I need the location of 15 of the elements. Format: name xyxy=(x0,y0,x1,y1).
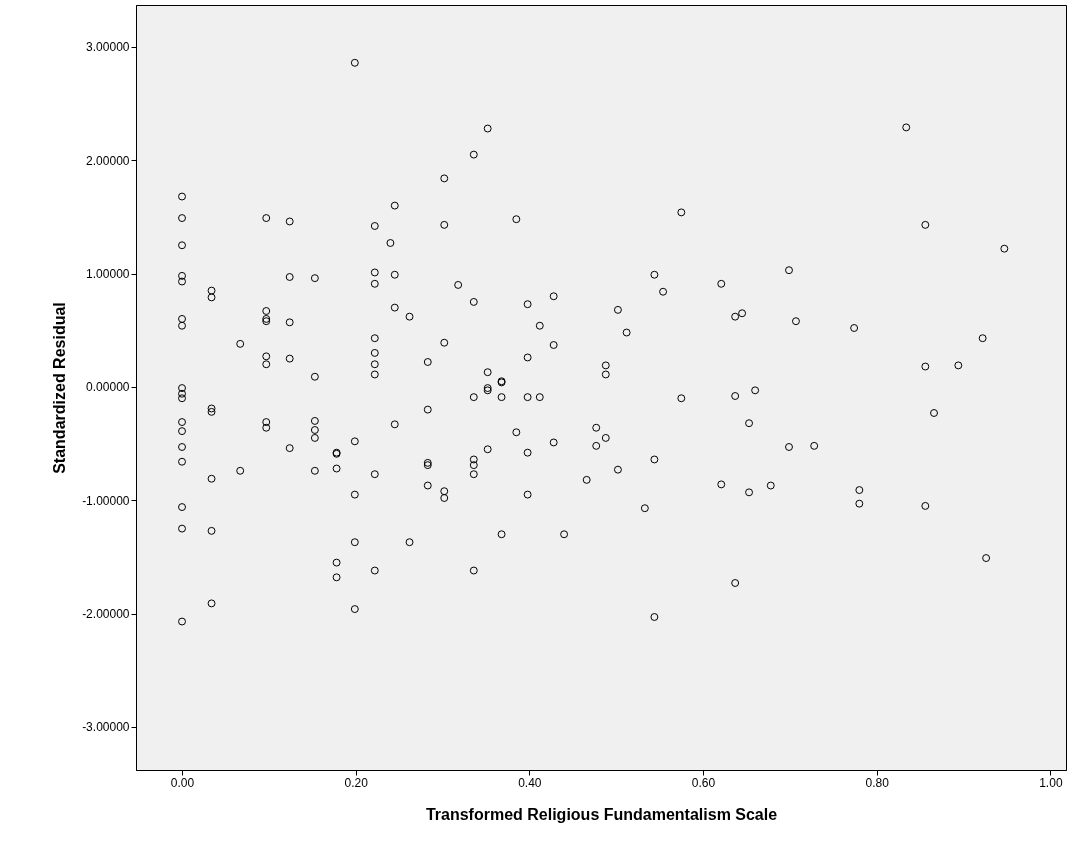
x-tick-label: 0.20 xyxy=(344,775,369,790)
x-tick-label: 0.00 xyxy=(170,775,195,790)
y-tick-label: -3.00000 xyxy=(82,720,130,735)
y-tick-label: -2.00000 xyxy=(82,607,130,622)
x-tick-label: 0.80 xyxy=(865,775,890,790)
y-tick-label: 0.00000 xyxy=(86,380,130,395)
x-tick-label: 0.40 xyxy=(518,775,542,790)
y-axis-title: Standardized Residual xyxy=(51,302,69,474)
x-tick-label: 1.00 xyxy=(1039,775,1063,790)
x-axis-title: Transformed Religious Fundamentalism Scale xyxy=(425,805,778,823)
y-tick-label: 3.00000 xyxy=(86,40,130,55)
y-tick-label: -1.00000 xyxy=(82,493,130,508)
y-tick-label: 2.00000 xyxy=(86,153,130,168)
x-tick-label: 0.60 xyxy=(691,775,716,790)
y-tick-label: 1.00000 xyxy=(86,267,130,282)
